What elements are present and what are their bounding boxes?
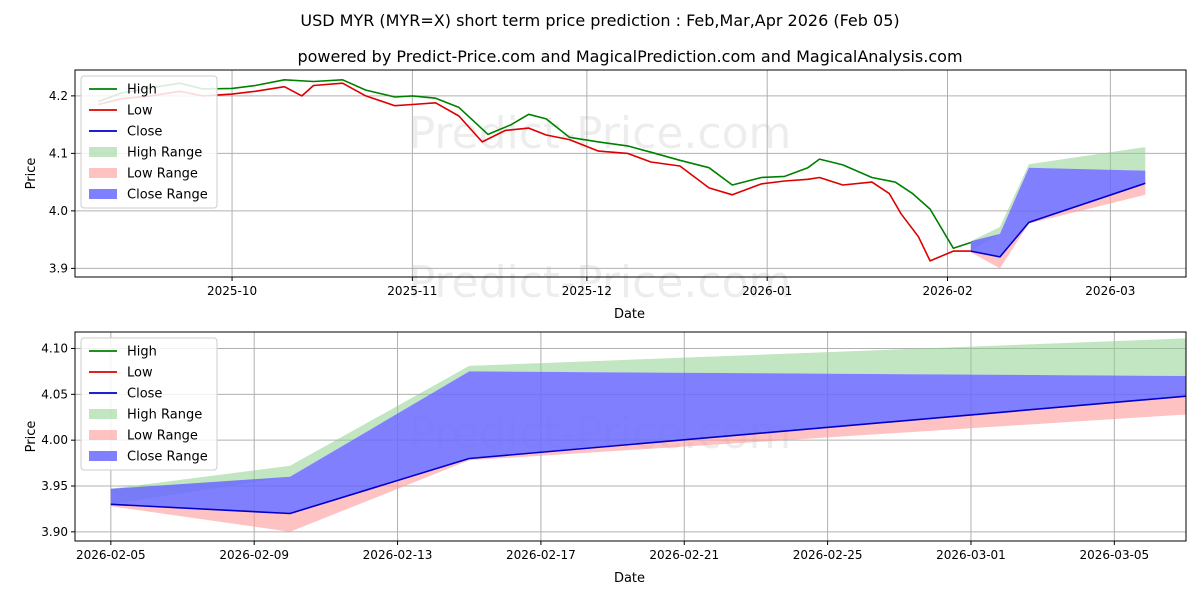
x-tick-label: 2026-03-05 [1079, 548, 1149, 562]
x-tick-label: 2026-02-13 [363, 548, 433, 562]
legend-label: Close Range [127, 188, 208, 203]
legend-swatch-patch [89, 430, 117, 440]
axes-frame [74, 69, 1187, 278]
series-line-close [970, 182, 1146, 258]
chart-subtitle: powered by Predict-Price.com and Magical… [297, 47, 962, 66]
top-axes: Predict-Price.comPredict-Price.com2025-1… [24, 69, 1187, 322]
legend-label: High [127, 345, 157, 360]
x-tick-label: 2025-12 [562, 284, 612, 298]
x-tick-label: 2026-02-25 [793, 548, 863, 562]
band-low-range [110, 396, 1186, 532]
legend-swatch-patch [89, 409, 117, 419]
x-axis-label: Date [614, 307, 645, 322]
x-tick-label: 2026-03 [1085, 284, 1135, 298]
watermark-text: Predict-Price.com [409, 257, 792, 308]
y-tick-label: 4.05 [41, 387, 68, 401]
legend-label: Low Range [127, 167, 198, 182]
band-low-range [970, 183, 1146, 269]
y-tick-label: 4.00 [41, 433, 68, 447]
y-tick-label: 3.9 [49, 261, 68, 275]
y-tick-label: 4.1 [49, 146, 68, 160]
x-tick-label: 2026-03-01 [936, 548, 1006, 562]
x-tick-label: 2026-02-05 [76, 548, 146, 562]
x-tick-label: 2026-02-17 [506, 548, 576, 562]
y-tick-label: 4.10 [41, 342, 68, 356]
series-line-close [110, 395, 1187, 515]
bottom-axes: Predict-Price.com2026-02-052026-02-09202… [24, 331, 1187, 586]
legend-label: Close Range [127, 450, 208, 465]
legend-label: Low Range [127, 429, 198, 444]
chart-title: USD MYR (MYR=X) short term price predict… [300, 11, 899, 30]
x-tick-label: 2026-02-21 [649, 548, 719, 562]
x-tick-label: 2025-11 [387, 284, 437, 298]
x-tick-label: 2026-02-09 [219, 548, 289, 562]
legend-swatch-patch [89, 147, 117, 157]
x-tick-label: 2025-10 [207, 284, 257, 298]
series-line-high [98, 79, 972, 249]
y-axis-label: Price [24, 158, 39, 190]
y-axis-label: Price [24, 421, 39, 453]
legend-swatch-patch [89, 189, 117, 199]
legend-label: Close [127, 125, 162, 140]
x-tick-label: 2026-01 [742, 284, 792, 298]
axes-frame [74, 331, 1187, 542]
legend-label: Low [127, 366, 153, 381]
y-tick-label: 3.95 [41, 479, 68, 493]
y-tick-label: 4.0 [49, 204, 68, 218]
legend-swatch-patch [89, 168, 117, 178]
legend-label: High Range [127, 408, 202, 423]
legend-swatch-patch [89, 451, 117, 461]
y-tick-label: 4.2 [49, 89, 68, 103]
legend-label: High [127, 83, 157, 98]
y-tick-label: 3.90 [41, 525, 68, 539]
series-line-low [98, 82, 971, 262]
legend-label: High Range [127, 146, 202, 161]
x-tick-label: 2026-02 [922, 284, 972, 298]
x-axis-label: Date [614, 571, 645, 586]
legend-label: Low [127, 104, 153, 119]
legend-label: Close [127, 387, 162, 402]
